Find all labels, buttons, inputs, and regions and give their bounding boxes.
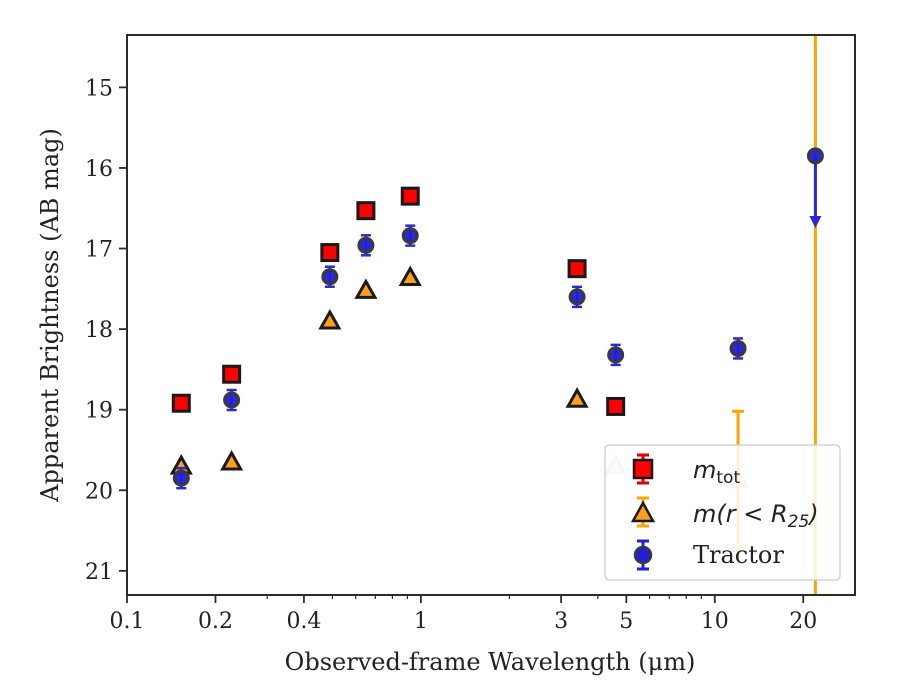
x-tick-label: 0.4 <box>286 609 321 634</box>
y-tick-label: 15 <box>85 76 113 101</box>
data-point-circle <box>568 288 586 306</box>
data-point-triangle <box>398 265 422 287</box>
legend: mtot m(r < R25) Tractor <box>604 444 841 581</box>
legend-entry-m-tot: mtot <box>632 453 740 488</box>
legend-entry-m-r25: m(r < R25) <box>630 496 819 532</box>
data-point-circle <box>729 339 747 357</box>
y-tick-label: 21 <box>85 560 113 585</box>
data-point-triangle <box>220 449 244 471</box>
x-tick-label: 0.1 <box>110 609 145 634</box>
data-point-circle <box>607 346 625 364</box>
data-point-square <box>606 396 626 416</box>
data-point-circle <box>806 147 824 165</box>
x-tick-label: 1 <box>414 609 428 634</box>
y-tick-label: 17 <box>85 238 113 263</box>
x-axis-label: Observed-frame Wavelength (μm) <box>285 648 696 676</box>
data-point-circle <box>401 227 419 245</box>
legend-marker-triangle <box>630 500 656 523</box>
data-point-triangle <box>565 387 589 408</box>
data-point-circle <box>357 236 375 254</box>
x-tick-label: 5 <box>619 609 633 634</box>
data-point-square <box>171 393 191 413</box>
data-point-circle <box>321 268 339 286</box>
data-point-square <box>400 186 420 206</box>
y-tick-label: 18 <box>85 318 113 343</box>
data-point-circle <box>223 391 241 409</box>
data-point-square <box>356 201 376 221</box>
x-tick-label: 10 <box>701 609 729 634</box>
y-axis-label: Apparent Brightness (AB mag) <box>36 128 64 503</box>
y-tick-label: 16 <box>85 157 113 182</box>
data-point-square <box>222 364 242 384</box>
upper-limit-arrow <box>809 215 822 228</box>
legend-label-m: mtot <box>693 456 740 488</box>
data-point-triangle <box>318 308 342 330</box>
data-point-triangle <box>354 278 378 299</box>
data-point-square <box>320 243 340 263</box>
legend-marker-square <box>632 458 654 480</box>
legend-label-tractor: Tractor <box>693 541 784 569</box>
legend-label-m-r: m(r < R25) <box>693 500 819 532</box>
x-tick-label: 3 <box>554 609 568 634</box>
x-tick-label: 20 <box>789 609 817 634</box>
y-tick-label: 19 <box>85 399 113 424</box>
plot-frame <box>126 34 856 596</box>
data-point-square <box>567 259 587 279</box>
y-axis-ticks: 15 16 17 18 19 20 21 <box>85 76 127 585</box>
data-point-circle <box>172 469 190 487</box>
x-tick-label: 0.2 <box>198 609 233 634</box>
legend-box <box>604 444 841 581</box>
legend-marker-circle <box>633 545 653 565</box>
x-axis-ticks: 0.1 0.2 0.4 1 3 5 10 20 <box>110 595 817 634</box>
legend-entry-tractor: Tractor <box>633 539 784 571</box>
y-tick-label: 20 <box>85 479 113 504</box>
plot-area <box>169 35 824 595</box>
